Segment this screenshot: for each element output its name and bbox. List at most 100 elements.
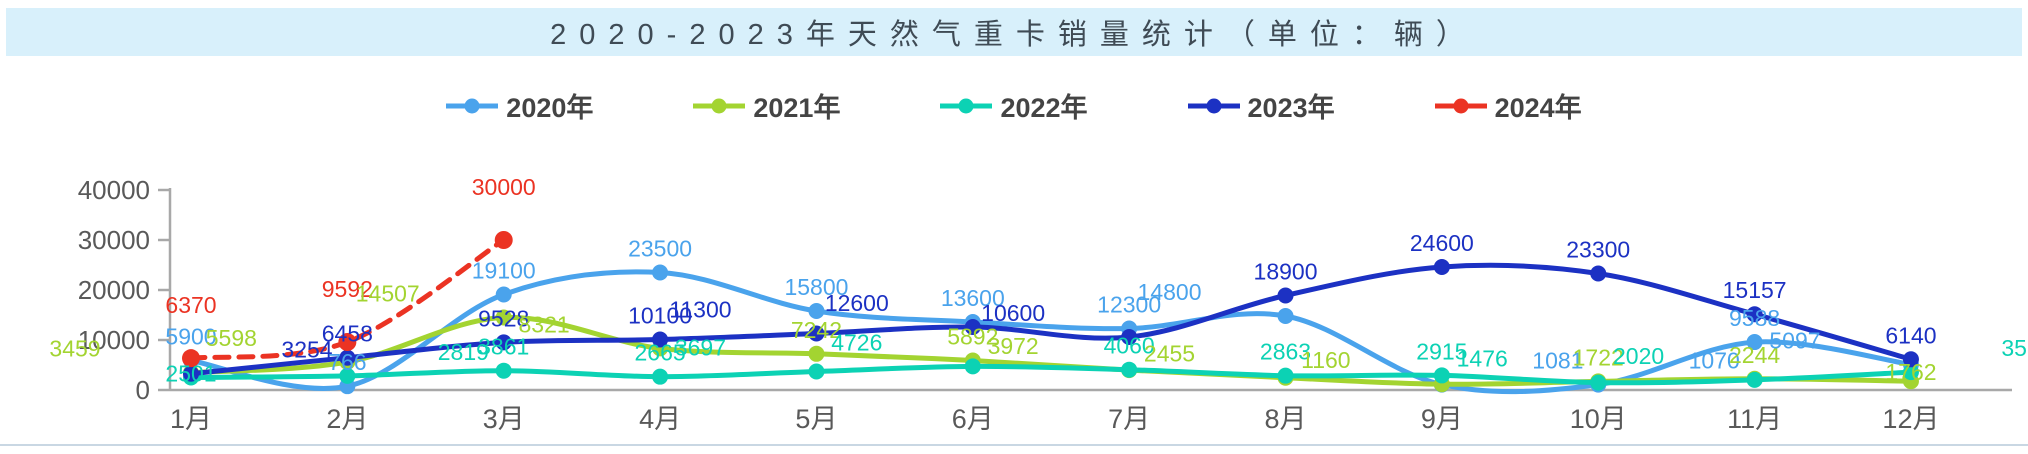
data-label-2022年: 2915 [1416,338,1467,364]
line-chart-canvas: 0 10000 20000 30000 40000 1月 2月 3月 4月 5月 6月 7月 8月 9月 1… [49,174,2028,434]
data-label-2021年: 8321 [518,311,569,337]
data-point-2022年 [1746,371,1763,388]
data-point-2022年 [339,367,356,384]
x-tick-label: 5月 [795,404,837,434]
legend-label: 2023年 [1247,93,1335,123]
data-label-2020年: 14800 [1138,279,1202,305]
x-tick-label: 8月 [1265,404,1307,434]
legend-label: 2021年 [753,93,841,123]
data-point-2023年 [339,349,356,366]
title-banner: 2020-2023年天然气重卡销量统计（单位：辆） [6,8,2022,56]
data-point-2023年 [652,331,669,348]
data-point-2022年 [1121,361,1138,378]
legend-item-2022年: 2022年 [940,86,1088,125]
x-tick-label: 1月 [170,404,212,434]
data-point-2022年 [1590,374,1607,391]
data-point-2023年 [495,334,512,351]
data-label-2020年: 13600 [941,285,1005,311]
data-point-2022年 [808,363,825,380]
data-label-2024年: 6370 [165,292,216,318]
data-label-2022年: 3697 [675,335,726,361]
legend-item-2024年: 2024年 [1434,86,1582,125]
data-point-2020年 [652,264,669,281]
data-point-2022年 [495,362,512,379]
data-label-2023年: 6458 [322,321,373,347]
x-tick-label: 11月 [1727,404,1782,434]
data-label-2024年: 9592 [322,276,373,302]
legend-marker-icon [693,98,746,113]
data-label-2020年: 1081 [1532,348,1583,374]
data-label-2022年: 1476 [1457,346,1508,372]
data-label-2021年: 1160 [1301,347,1350,373]
legend-marker-icon [940,98,993,113]
data-label-2021年: 3459 [49,336,100,362]
data-label-2021年: 1762 [1885,359,1936,385]
data-point-2023年 [1746,306,1763,323]
data-label-2022年: 2020 [1613,343,1664,369]
legend-item-2020年: 2020年 [446,86,593,125]
data-label-2022年: 2819 [438,339,489,365]
data-point-2020年 [808,303,825,319]
data-point-2024年 [494,231,513,249]
data-label-2020年: 12300 [1097,292,1161,318]
data-label-2022年: 4060 [1104,333,1155,359]
data-label-2020年: 5900 [165,324,216,350]
legend-item-2023年: 2023年 [1187,86,1335,125]
data-label-2020年: 766 [328,349,366,375]
data-point-2022年 [652,368,669,385]
x-tick-label: 10月 [1570,404,1627,434]
y-tick-label: 20000 [78,275,150,305]
x-tick-label: 6月 [952,404,994,434]
plot-area: 0 10000 20000 30000 40000 1月 2月 3月 4月 5月 6月 7月 8月 9月 1… [0,110,2028,449]
data-label-2023年: 6140 [1885,322,1936,348]
data-label-2020年: 9588 [1729,305,1780,331]
data-label-2020年: 1070 [1689,348,1740,374]
data-point-2022年 [1433,367,1450,384]
data-point-2023年 [1277,287,1294,304]
data-label-2022年: 2501 [165,361,216,387]
data-label-2023年: 11300 [669,297,731,323]
y-tick-label: 10000 [78,325,150,355]
data-point-2024年 [182,349,200,368]
data-point-2020年 [495,286,512,303]
data-label-2021年: 1722 [1573,344,1624,370]
data-point-2021年 [495,309,512,326]
series-line-2022年 [188,363,1914,386]
data-label-2020年: 15800 [784,274,848,300]
x-tick-label: 7月 [1108,404,1150,434]
data-label-2021年: 7242 [791,317,842,343]
legend-marker-icon [1187,98,1240,113]
data-label-2020年: 23500 [628,236,692,262]
x-tick-label: 12月 [1882,404,1939,434]
data-label-2024年: 30000 [472,174,536,200]
data-label-2020年: 19100 [472,258,536,284]
chart-legend: 2020年 2021年 2022年 2023年 2024年 [0,86,2028,125]
data-label-2022年: 2863 [1260,339,1311,365]
data-point-2023年 [1121,329,1138,345]
data-label-2021年: 14507 [356,280,420,306]
data-label-2022年: 2665 [634,340,685,366]
x-tick-label: 9月 [1421,404,1463,434]
data-point-2023年 [964,319,981,335]
data-label-2022年: 3583 [2001,335,2028,361]
series-line-2023年 [188,262,1914,377]
data-point-2021年 [808,345,825,362]
data-label-2021年: 5598 [206,325,257,351]
data-point-2020年 [1746,334,1763,351]
legend-marker-icon [1434,98,1487,113]
y-tick-label: 30000 [78,225,150,255]
bottom-divider [0,444,2028,446]
legend-label: 2020年 [506,93,594,123]
data-point-2022年 [1277,367,1294,384]
data-label-2022年: 3861 [478,334,529,360]
legend-label: 2024年 [1494,93,1582,123]
data-point-2024年 [338,333,357,352]
data-label-2023年: 10600 [981,300,1045,326]
x-tick-label: 2月 [326,404,368,434]
legend-label: 2022年 [1000,93,1088,123]
data-point-2023年 [1433,259,1450,275]
data-point-2023年 [1590,265,1607,282]
data-label-2020年: 5097 [1769,328,1820,354]
data-label-2023年: 3254 [281,337,332,363]
data-label-2023年: 24600 [1410,230,1474,256]
